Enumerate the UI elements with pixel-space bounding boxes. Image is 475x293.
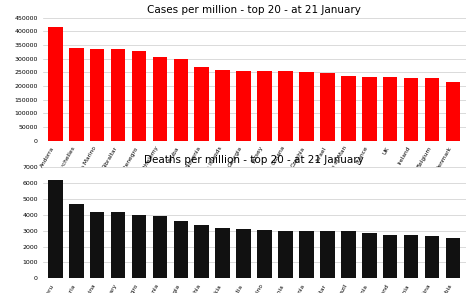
Bar xyxy=(215,69,230,141)
Bar xyxy=(48,27,63,141)
Bar xyxy=(299,231,314,278)
Bar xyxy=(132,51,146,141)
Bar xyxy=(383,235,398,278)
Bar xyxy=(257,71,272,141)
Bar xyxy=(237,71,251,141)
Bar xyxy=(152,216,167,278)
Bar xyxy=(341,76,356,141)
Bar xyxy=(278,231,293,278)
Bar xyxy=(278,71,293,141)
Bar xyxy=(257,230,272,278)
Bar xyxy=(152,57,167,141)
Bar xyxy=(173,59,188,141)
Bar xyxy=(320,231,335,278)
Bar xyxy=(111,49,125,141)
Bar xyxy=(90,212,104,278)
Bar xyxy=(194,67,209,141)
Bar xyxy=(111,212,125,278)
Bar xyxy=(132,215,146,278)
Bar xyxy=(194,225,209,278)
Bar xyxy=(362,77,377,141)
Title: Deaths per million - top 20 - at 21 January: Deaths per million - top 20 - at 21 Janu… xyxy=(144,155,364,165)
Bar xyxy=(404,235,418,278)
Bar xyxy=(48,180,63,278)
Bar xyxy=(362,233,377,278)
Bar xyxy=(404,78,418,141)
Title: Cases per million - top 20 - at 21 January: Cases per million - top 20 - at 21 Janua… xyxy=(147,5,361,16)
Bar xyxy=(425,78,439,141)
Bar xyxy=(299,72,314,141)
Bar xyxy=(215,228,230,278)
Bar xyxy=(341,231,356,278)
Bar xyxy=(446,82,460,141)
Bar xyxy=(69,204,84,278)
Bar xyxy=(320,73,335,141)
Bar xyxy=(69,48,84,141)
Bar xyxy=(237,229,251,278)
Bar xyxy=(446,238,460,278)
Bar xyxy=(383,77,398,141)
Bar xyxy=(173,221,188,278)
Bar xyxy=(425,236,439,278)
Bar xyxy=(90,49,104,141)
